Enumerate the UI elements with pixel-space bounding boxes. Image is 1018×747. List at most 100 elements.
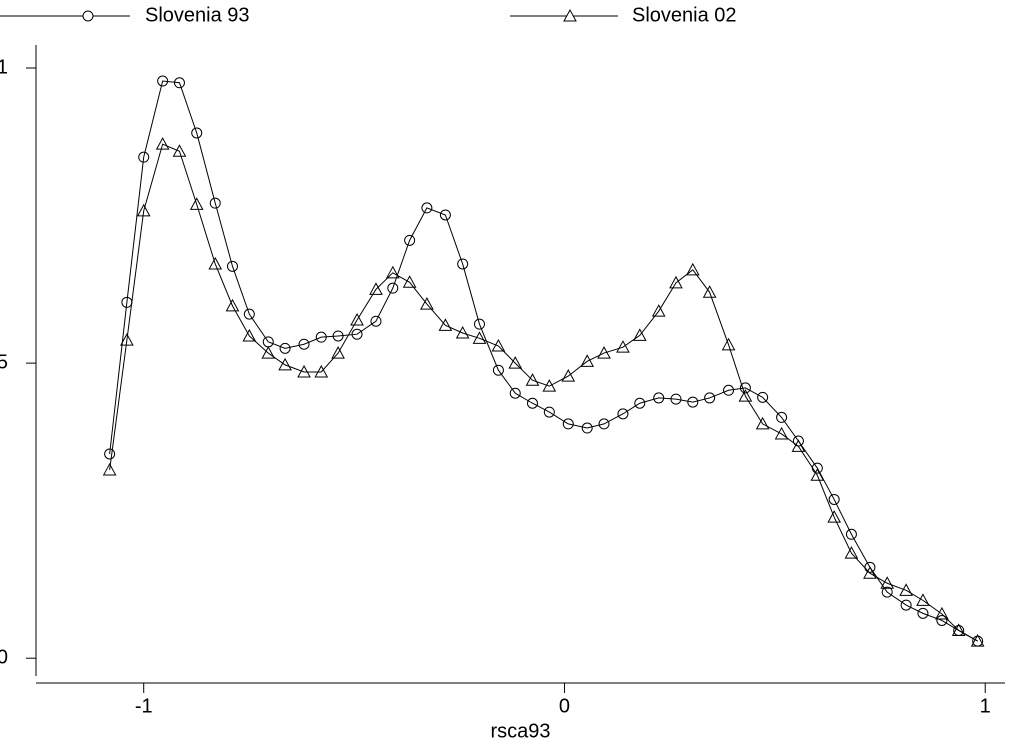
point — [863, 566, 877, 579]
point — [455, 325, 470, 339]
point — [402, 275, 417, 288]
point — [543, 406, 555, 418]
point — [491, 338, 506, 352]
point — [685, 262, 700, 276]
point — [369, 282, 383, 295]
point — [314, 364, 329, 378]
point — [951, 623, 966, 636]
point — [155, 137, 170, 150]
point — [916, 593, 930, 606]
point — [617, 408, 629, 420]
point — [739, 382, 751, 394]
point — [542, 379, 557, 392]
point — [157, 75, 169, 87]
point — [438, 318, 453, 331]
point — [653, 392, 665, 404]
point — [350, 312, 364, 326]
series-line — [109, 80, 978, 642]
point — [189, 197, 204, 210]
point — [172, 144, 187, 157]
point — [421, 202, 433, 214]
point — [298, 338, 310, 350]
point — [136, 203, 151, 217]
point — [562, 418, 574, 430]
point — [173, 77, 185, 89]
point — [331, 346, 345, 359]
point — [561, 369, 576, 382]
point — [687, 396, 699, 408]
point — [738, 389, 753, 402]
point — [138, 151, 150, 163]
point — [917, 607, 929, 619]
point — [226, 260, 238, 272]
point — [508, 356, 523, 369]
point — [191, 127, 203, 139]
point — [120, 333, 134, 346]
point — [828, 493, 840, 505]
point — [104, 448, 116, 460]
x-axis-label: rsca93 — [490, 720, 550, 742]
legend-marker — [82, 10, 94, 22]
point — [439, 209, 451, 221]
point — [242, 328, 257, 342]
point — [704, 392, 716, 404]
point — [723, 384, 735, 396]
point — [243, 308, 255, 320]
y-tick-label: 1 — [0, 56, 8, 78]
point — [209, 197, 221, 209]
point — [492, 364, 504, 376]
point — [810, 468, 825, 481]
point — [473, 318, 485, 330]
point — [757, 391, 769, 403]
series-line — [109, 143, 978, 642]
point — [669, 275, 683, 289]
x-tick-label: -1 — [135, 695, 153, 717]
x-tick-label: 0 — [559, 695, 570, 717]
y-tick-label: .5 — [0, 351, 8, 373]
point — [404, 234, 416, 246]
point — [634, 397, 646, 409]
point — [457, 258, 469, 270]
point — [581, 422, 593, 434]
point — [597, 346, 611, 359]
point — [370, 315, 382, 327]
point — [297, 364, 311, 378]
point — [102, 462, 117, 476]
point — [900, 599, 912, 611]
point — [580, 354, 595, 367]
legend-label: Slovenia 02 — [632, 4, 737, 26]
point — [844, 546, 859, 559]
y-tick-label: 0 — [0, 646, 8, 668]
point — [472, 331, 487, 344]
point — [899, 583, 913, 596]
point — [598, 418, 610, 430]
point — [385, 265, 400, 279]
point — [936, 614, 948, 626]
legend-marker — [563, 8, 577, 22]
point — [651, 304, 666, 317]
point — [774, 426, 789, 440]
x-tick-label: 1 — [980, 695, 991, 717]
point — [702, 285, 717, 298]
point — [670, 393, 682, 405]
point — [935, 606, 949, 620]
point — [721, 337, 736, 351]
point — [332, 330, 344, 342]
point — [525, 373, 540, 386]
point — [509, 387, 521, 399]
point — [420, 297, 434, 310]
point — [845, 528, 857, 540]
point — [776, 411, 788, 423]
point — [208, 256, 223, 270]
point — [827, 510, 842, 523]
point — [616, 340, 630, 353]
point — [881, 586, 893, 598]
point — [880, 576, 895, 589]
point — [225, 298, 240, 312]
point — [279, 342, 291, 354]
point — [526, 397, 538, 409]
point — [755, 416, 770, 430]
point — [970, 634, 985, 647]
point — [315, 331, 327, 343]
